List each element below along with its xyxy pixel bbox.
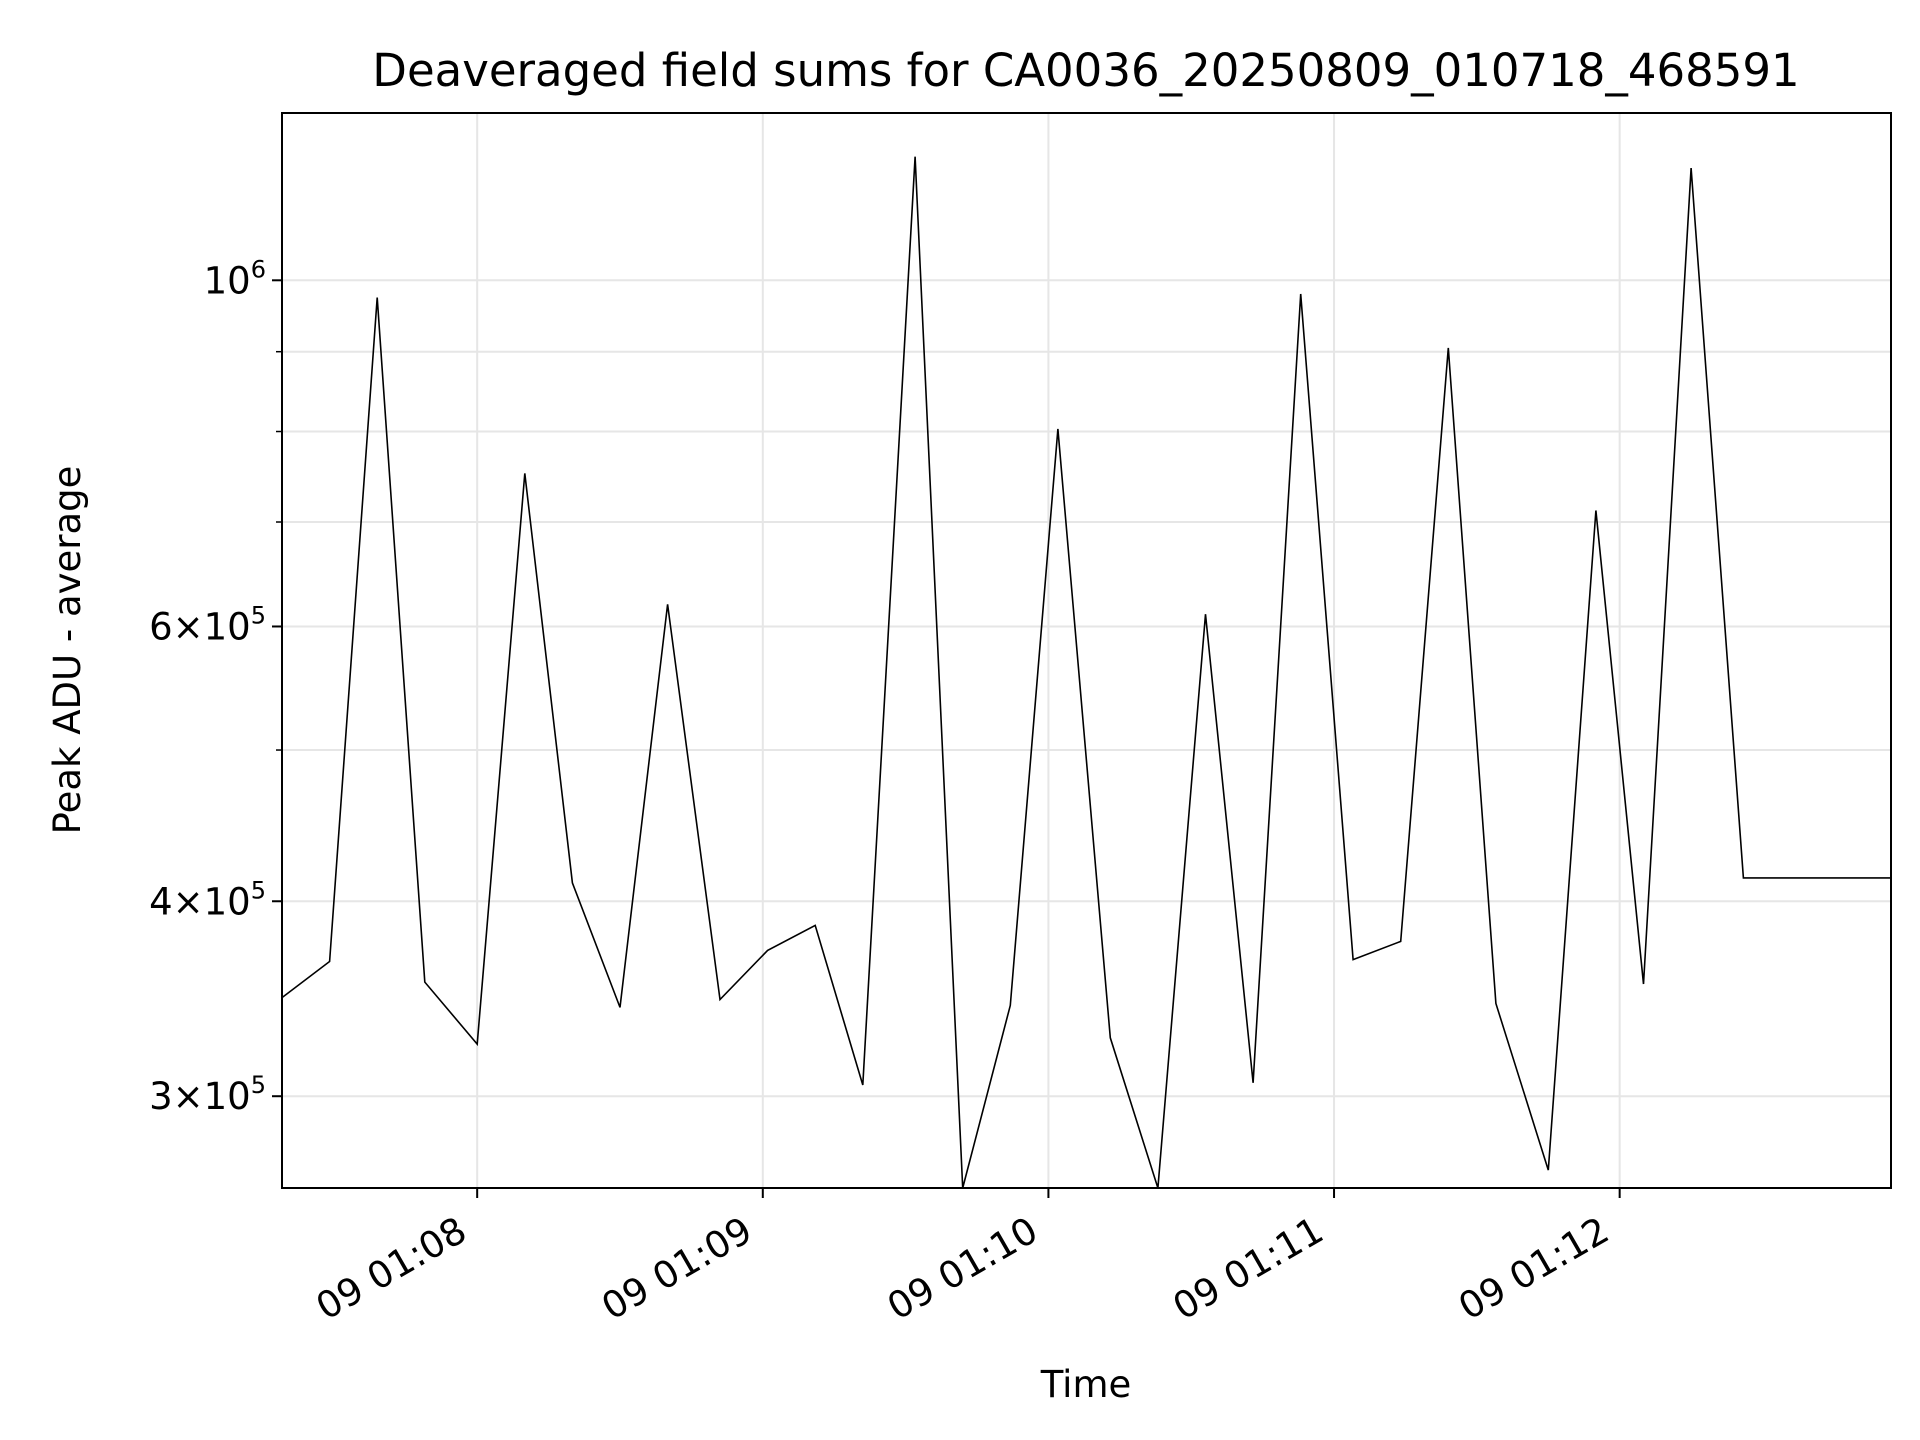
x-tick-label: 09 01:10 [880, 1209, 1045, 1329]
x-tick-label: 09 01:08 [309, 1209, 474, 1329]
x-tick-label: 09 01:09 [594, 1209, 759, 1329]
series [281, 156, 1891, 1189]
y-tick-label: 3×105 [149, 1071, 266, 1118]
series-line [281, 156, 1891, 1189]
x-tick-label: 09 01:12 [1451, 1209, 1616, 1329]
x-tick-label: 09 01:11 [1166, 1209, 1331, 1329]
y-tick-label: 4×105 [149, 876, 266, 923]
y-axis-label: Peak ADU - average [46, 466, 89, 835]
y-tick-label: 6×105 [149, 601, 266, 648]
ticks: 09 01:08 09 01:09 09 01:10 09 01:11 09 01:12… [149, 255, 1621, 1329]
y-tick-label: 106 [204, 255, 266, 302]
grid [282, 113, 1891, 1188]
chart-title: Deaveraged field sums for CA0036_2025080… [372, 44, 1799, 97]
plot-frame [281, 112, 1892, 1189]
x-axis-label: Time [1040, 1363, 1132, 1406]
